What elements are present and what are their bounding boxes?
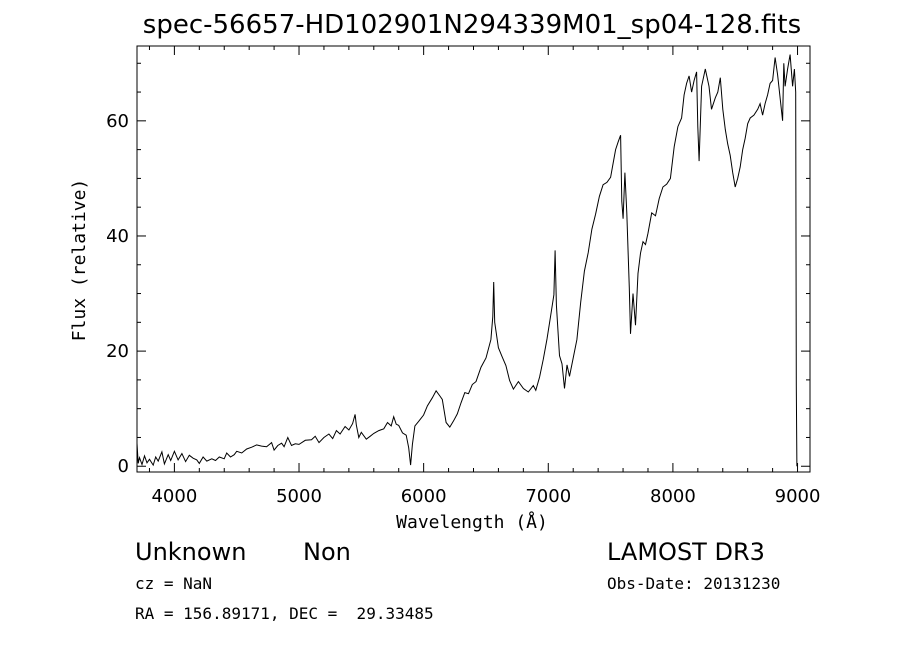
y-tick-label-40: 40: [106, 226, 129, 247]
obs-date-label: Obs-Date: 20131230: [607, 574, 781, 593]
x-axis-label: Wavelength (Å): [396, 511, 548, 533]
axis-tick-labels: 4000 5000 6000 7000 8000 9000 0 20 40 60: [106, 111, 820, 507]
axis-ticks: [137, 46, 810, 472]
survey-name: LAMOST DR3: [607, 538, 765, 566]
y-axis-label: Flux (relative): [69, 179, 90, 342]
x-tick-label-4000: 4000: [151, 486, 197, 507]
x-tick-label-8000: 8000: [650, 486, 696, 507]
y-tick-label-60: 60: [106, 111, 129, 132]
radec-label: RA = 156.89171, DEC = 29.33485: [135, 604, 434, 623]
x-tick-label-9000: 9000: [775, 486, 821, 507]
plot-frame: [136, 45, 811, 473]
y-tick-label-0: 0: [118, 456, 129, 477]
x-tick-label-5000: 5000: [276, 486, 322, 507]
spectrum-line: [136, 54, 798, 467]
object-class: Unknown: [135, 538, 247, 566]
y-tick-label-20: 20: [106, 341, 129, 362]
chart-title: spec-56657-HD102901N294339M01_sp04-128.f…: [143, 10, 801, 40]
x-tick-label-7000: 7000: [525, 486, 571, 507]
object-subclass: Non: [303, 538, 351, 566]
x-tick-label-6000: 6000: [401, 486, 447, 507]
redshift-label: cz = NaN: [135, 574, 213, 593]
